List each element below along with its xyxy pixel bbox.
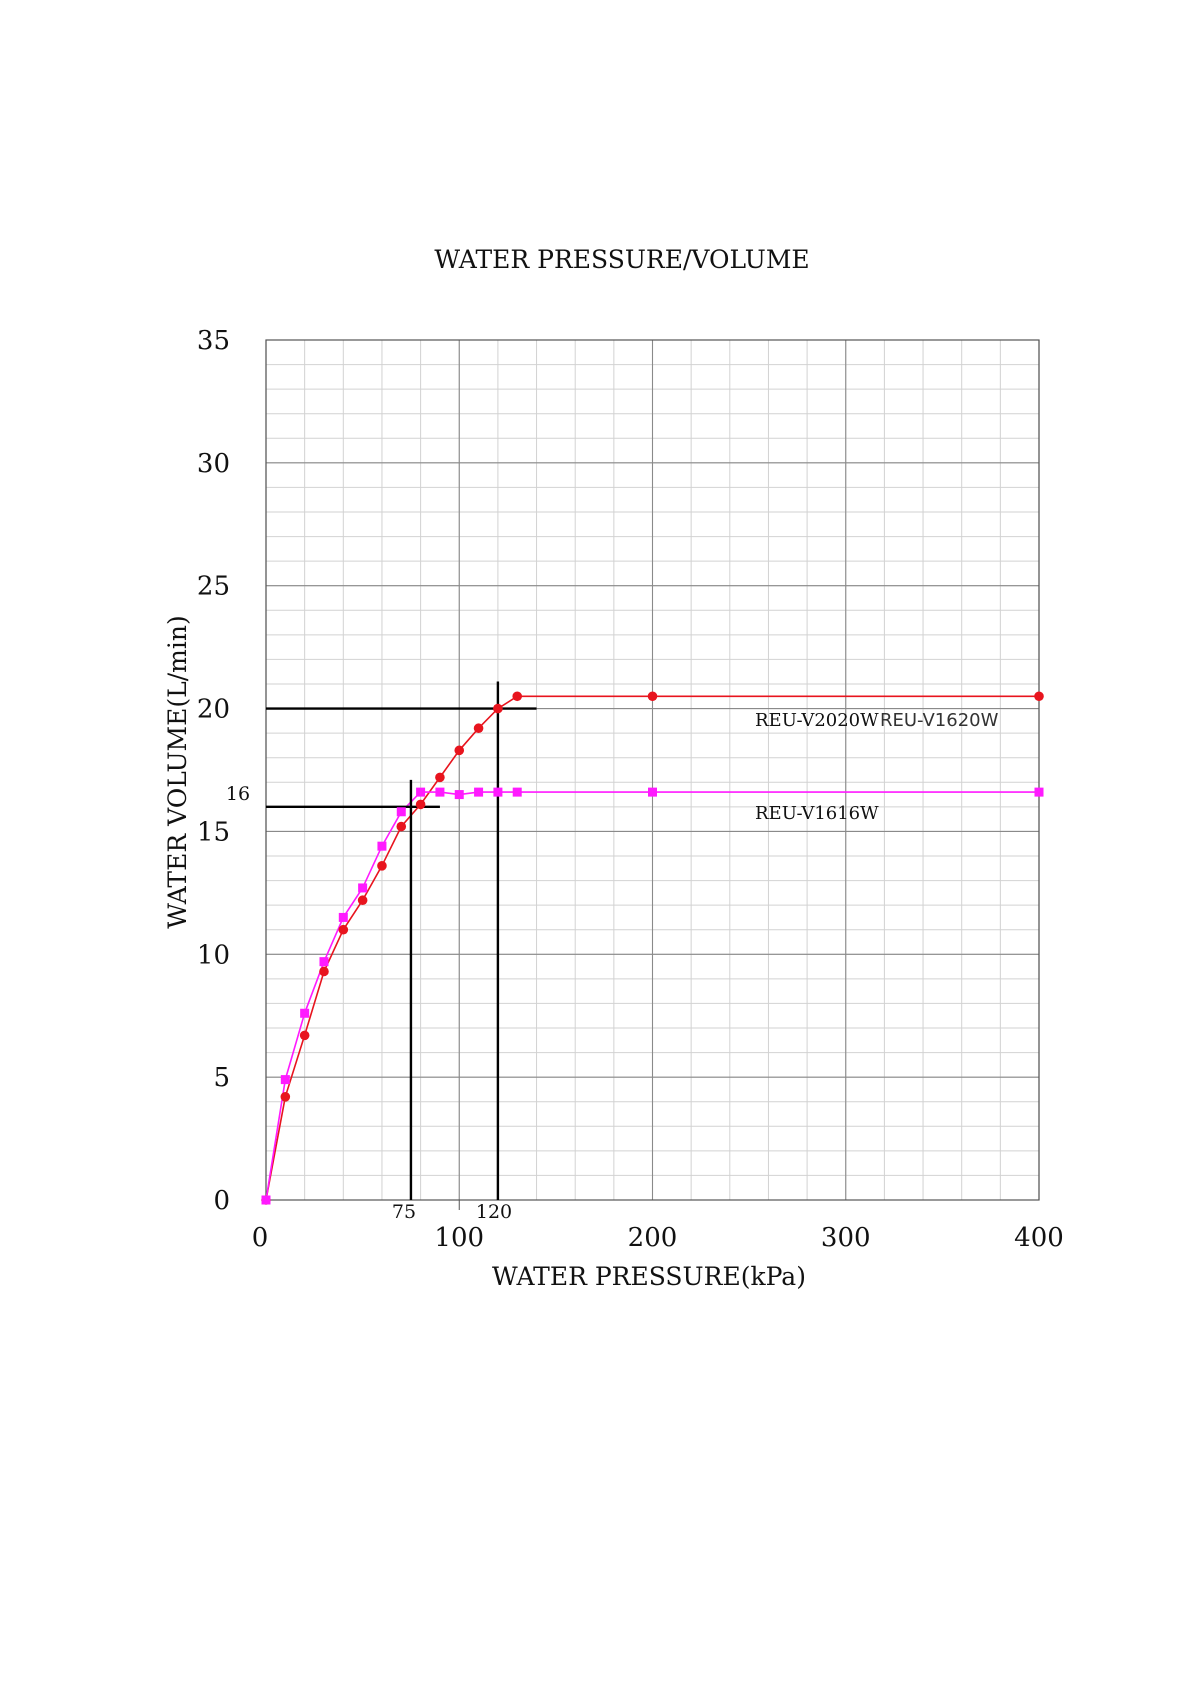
data-point-circle — [647, 691, 658, 702]
series-label-reu-v1620w: REU-V1620W — [880, 710, 999, 731]
annotation-75-label: 75 — [392, 1201, 416, 1223]
data-point-square — [416, 787, 426, 797]
data-point-circle — [299, 1030, 310, 1041]
plot-frame — [265, 339, 1040, 1201]
series-label-reu-v1616w: REU-V1616W — [755, 803, 879, 824]
y-tick-label: 30 — [197, 449, 230, 479]
data-point-circle — [493, 703, 503, 714]
data-point-square — [319, 957, 329, 967]
y-tick-label: 35 — [197, 326, 230, 356]
chart-title: WATER PRESSURE/VOLUME — [434, 245, 809, 274]
data-point-circle — [1034, 691, 1044, 702]
data-point-square — [648, 787, 657, 797]
data-point-circle — [338, 924, 349, 935]
annotation-16-label: 16 — [226, 783, 250, 805]
data-point-square — [435, 787, 445, 797]
data-point-square — [358, 883, 368, 893]
x-tick-label: 100 — [434, 1223, 484, 1253]
data-point-square — [493, 787, 503, 797]
data-point-square — [377, 841, 387, 851]
data-point-circle — [473, 723, 484, 734]
data-point-square — [396, 807, 406, 817]
data-point-circle — [377, 861, 387, 871]
data-point-circle — [454, 745, 465, 756]
y-tick-label: 0 — [213, 1186, 230, 1216]
data-point-square — [300, 1008, 310, 1018]
data-point-circle — [396, 821, 407, 832]
y-tick-label: 15 — [197, 817, 230, 847]
annotation-120-label: 120 — [476, 1201, 512, 1223]
data-point-square — [280, 1075, 290, 1085]
y-tick-label: 25 — [197, 572, 230, 602]
y-axis-tick-labels: 0 5 10 15 20 25 30 35 — [197, 326, 230, 1216]
x-axis-title: WATER PRESSURE(kPa) — [492, 1262, 806, 1291]
y-axis-title: WATER VOLUME(L/min) — [163, 615, 192, 928]
data-point-square — [474, 787, 484, 797]
reference-lines — [266, 681, 537, 1210]
data-point-circle — [280, 1092, 291, 1102]
x-axis-tick-labels: 0 100 200 300 400 — [252, 1223, 1064, 1253]
x-tick-label: 300 — [821, 1223, 871, 1253]
data-point-square — [454, 790, 464, 800]
data-point-circle — [435, 772, 445, 783]
x-tick-label: 0 — [252, 1223, 269, 1253]
series-markers — [261, 691, 1044, 1205]
data-point-square — [512, 787, 522, 797]
data-point-circle — [512, 691, 523, 702]
data-point-circle — [319, 966, 329, 977]
x-tick-label: 200 — [628, 1223, 678, 1253]
data-point-square — [338, 912, 348, 922]
data-point-square — [261, 1195, 271, 1205]
y-tick-label: 20 — [197, 695, 230, 725]
y-tick-label: 5 — [213, 1063, 230, 1093]
y-tick-label: 10 — [197, 940, 230, 970]
series-label-reu-v2020w: REU-V2020W — [755, 710, 879, 731]
x-tick-label: 400 — [1014, 1223, 1064, 1253]
data-point-square — [1034, 787, 1044, 797]
data-point-circle — [415, 799, 426, 810]
data-point-circle — [357, 895, 368, 906]
